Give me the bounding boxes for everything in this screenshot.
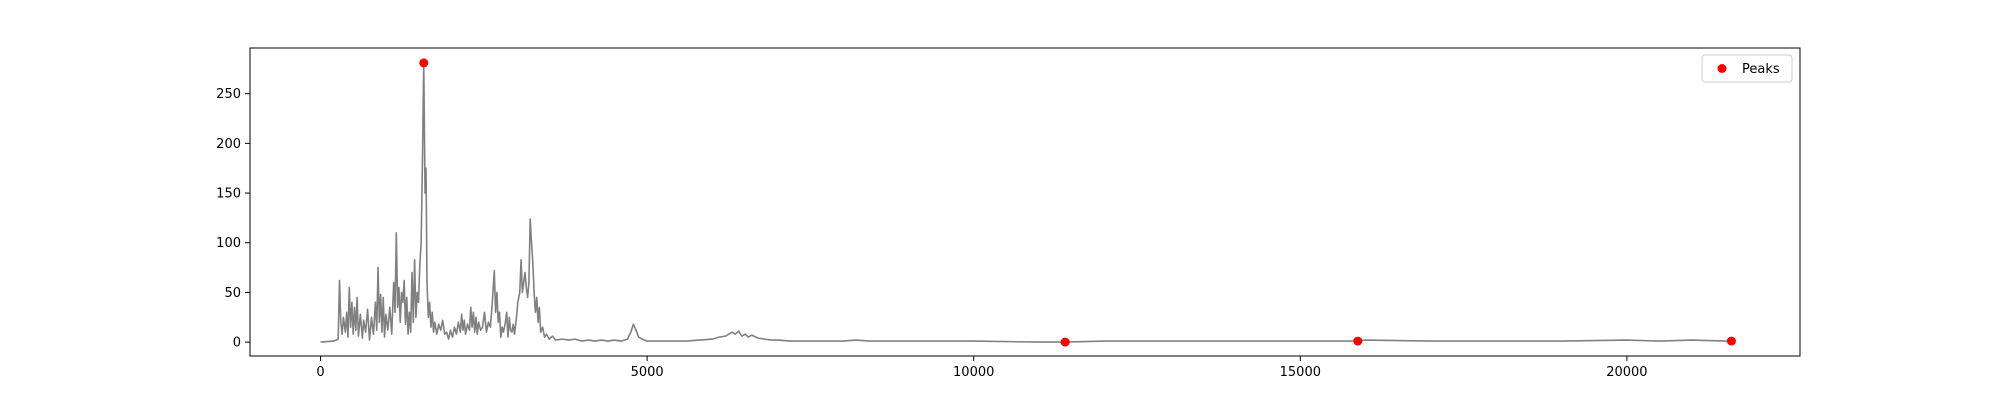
axes-frame bbox=[249, 47, 1801, 357]
legend-box bbox=[1701, 54, 1793, 83]
plot-area bbox=[320, 58, 1736, 347]
legend-marker bbox=[1717, 64, 1727, 73]
y-tick-label: 200 bbox=[216, 137, 241, 152]
y-tick-label: 0 bbox=[233, 336, 241, 351]
x-tick-label: 0 bbox=[316, 365, 324, 380]
peak-point bbox=[1726, 336, 1736, 346]
peak-point bbox=[1060, 337, 1070, 347]
x-tick-label: 5000 bbox=[631, 365, 664, 380]
x-tick-label: 15000 bbox=[1280, 365, 1321, 380]
legend-label-peaks: Peaks bbox=[1742, 62, 1780, 77]
axes: 0 5000 10000 15000 20000 0 50 100 150 200 250 bbox=[216, 47, 1801, 380]
signal-line bbox=[320, 62, 1732, 343]
x-tick-label: 20000 bbox=[1606, 365, 1647, 380]
legend: Peaks bbox=[1701, 54, 1793, 83]
peak-point bbox=[419, 58, 429, 68]
y-tick-label: 100 bbox=[216, 236, 241, 251]
y-tick-label: 150 bbox=[216, 187, 241, 202]
y-tick-label: 50 bbox=[224, 286, 241, 301]
x-tick-label: 10000 bbox=[953, 365, 994, 380]
peak-point bbox=[1353, 336, 1363, 346]
y-tick-label: 250 bbox=[216, 87, 241, 102]
